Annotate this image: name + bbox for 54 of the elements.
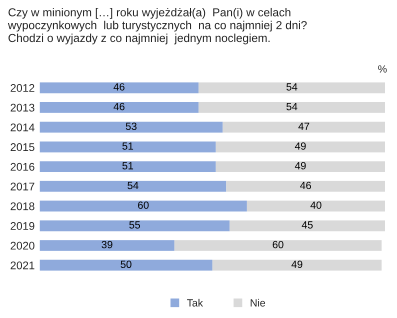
bar (222, 122, 386, 133)
data-label: 60 (138, 201, 149, 209)
chart-title: Czy w minionym […] roku wyjeżdżał(a) Pan(i) w celach wypoczynkowych lub turystycznych na co najmniej 2 dni? Chodzi o wyjazdy z co najmniej jednym noclegiem. (8, 8, 307, 44)
y-tick-label: 2014 (10, 123, 35, 132)
data-label: 60 (272, 240, 284, 248)
text: % (378, 65, 387, 73)
bar (40, 161, 216, 172)
data-label: 55 (129, 221, 140, 229)
bar (40, 180, 226, 192)
bar (230, 220, 386, 232)
data-label: 39 (102, 240, 112, 248)
data-label: 46 (300, 182, 311, 190)
bar (40, 260, 212, 271)
y-tick-label: 2020 (10, 242, 34, 250)
data-label: 54 (128, 182, 138, 190)
y-tick-label: 2017 (10, 182, 34, 190)
bar (198, 82, 386, 94)
data-label: 49 (294, 142, 306, 150)
bar (226, 180, 386, 192)
y-tick-label: 2018 (10, 202, 34, 210)
bar (40, 141, 216, 152)
y-tick-label: 2021 (10, 261, 34, 270)
bar (40, 82, 199, 94)
y-tick-label: 2015 (10, 143, 34, 152)
y-tick-label: 2019 (10, 222, 34, 230)
y-tick-label: 2016 (10, 162, 34, 171)
data-label: 49 (291, 260, 302, 268)
bar (40, 220, 230, 232)
bar (40, 240, 174, 251)
data-label: 50 (120, 260, 132, 268)
bar (216, 161, 386, 172)
bar (216, 141, 386, 152)
y-tick-label: 2013 (10, 104, 34, 112)
bar (246, 200, 386, 212)
y-tick-label: 2012 (10, 84, 34, 92)
data-label: 40 (310, 201, 322, 209)
data-label: 46 (114, 102, 124, 110)
bar (212, 260, 382, 271)
data-label: 47 (298, 122, 310, 130)
legend-label: Nie (250, 298, 266, 307)
legend-label: Tak (187, 298, 204, 307)
data-label: 54 (286, 103, 298, 110)
data-label: 54 (286, 83, 298, 91)
bar (40, 200, 247, 212)
data-label: 51 (122, 162, 134, 170)
data-label: 51 (122, 142, 134, 150)
bar (40, 122, 223, 133)
bar (198, 102, 386, 113)
data-label: 49 (294, 162, 306, 170)
data-label: 53 (126, 122, 137, 130)
bar (174, 240, 382, 251)
data-label: 46 (114, 83, 124, 91)
data-label: 45 (302, 221, 313, 229)
bar (40, 102, 199, 113)
